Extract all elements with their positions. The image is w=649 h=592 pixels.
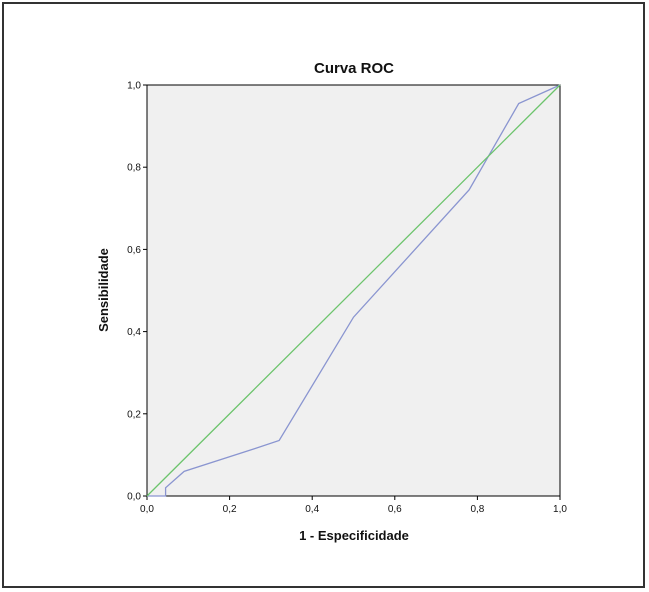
x-tick-label: 0,8 <box>470 504 484 515</box>
x-tick-label: 0,4 <box>305 504 319 515</box>
y-tick-label: 0,8 <box>127 163 141 174</box>
x-tick-label: 0,0 <box>140 504 154 515</box>
x-axis-label: 1 - Especificidade <box>299 528 409 543</box>
y-tick-label: 1,0 <box>127 81 141 92</box>
x-tick-label: 0,6 <box>388 504 402 515</box>
roc-curve-line <box>147 84 561 497</box>
x-tick-label: 0,2 <box>223 504 237 515</box>
y-tick-label: 0,4 <box>127 327 141 338</box>
reference-line <box>146 84 561 497</box>
x-tick-label: 1,0 <box>553 504 567 515</box>
y-tick-label: 0,0 <box>127 492 141 503</box>
y-tick-label: 0,2 <box>127 409 141 420</box>
chart-title: Curva ROC <box>314 60 394 77</box>
y-axis-label: Sensibilidade <box>96 248 111 332</box>
y-tick-label: 0,6 <box>127 245 141 256</box>
